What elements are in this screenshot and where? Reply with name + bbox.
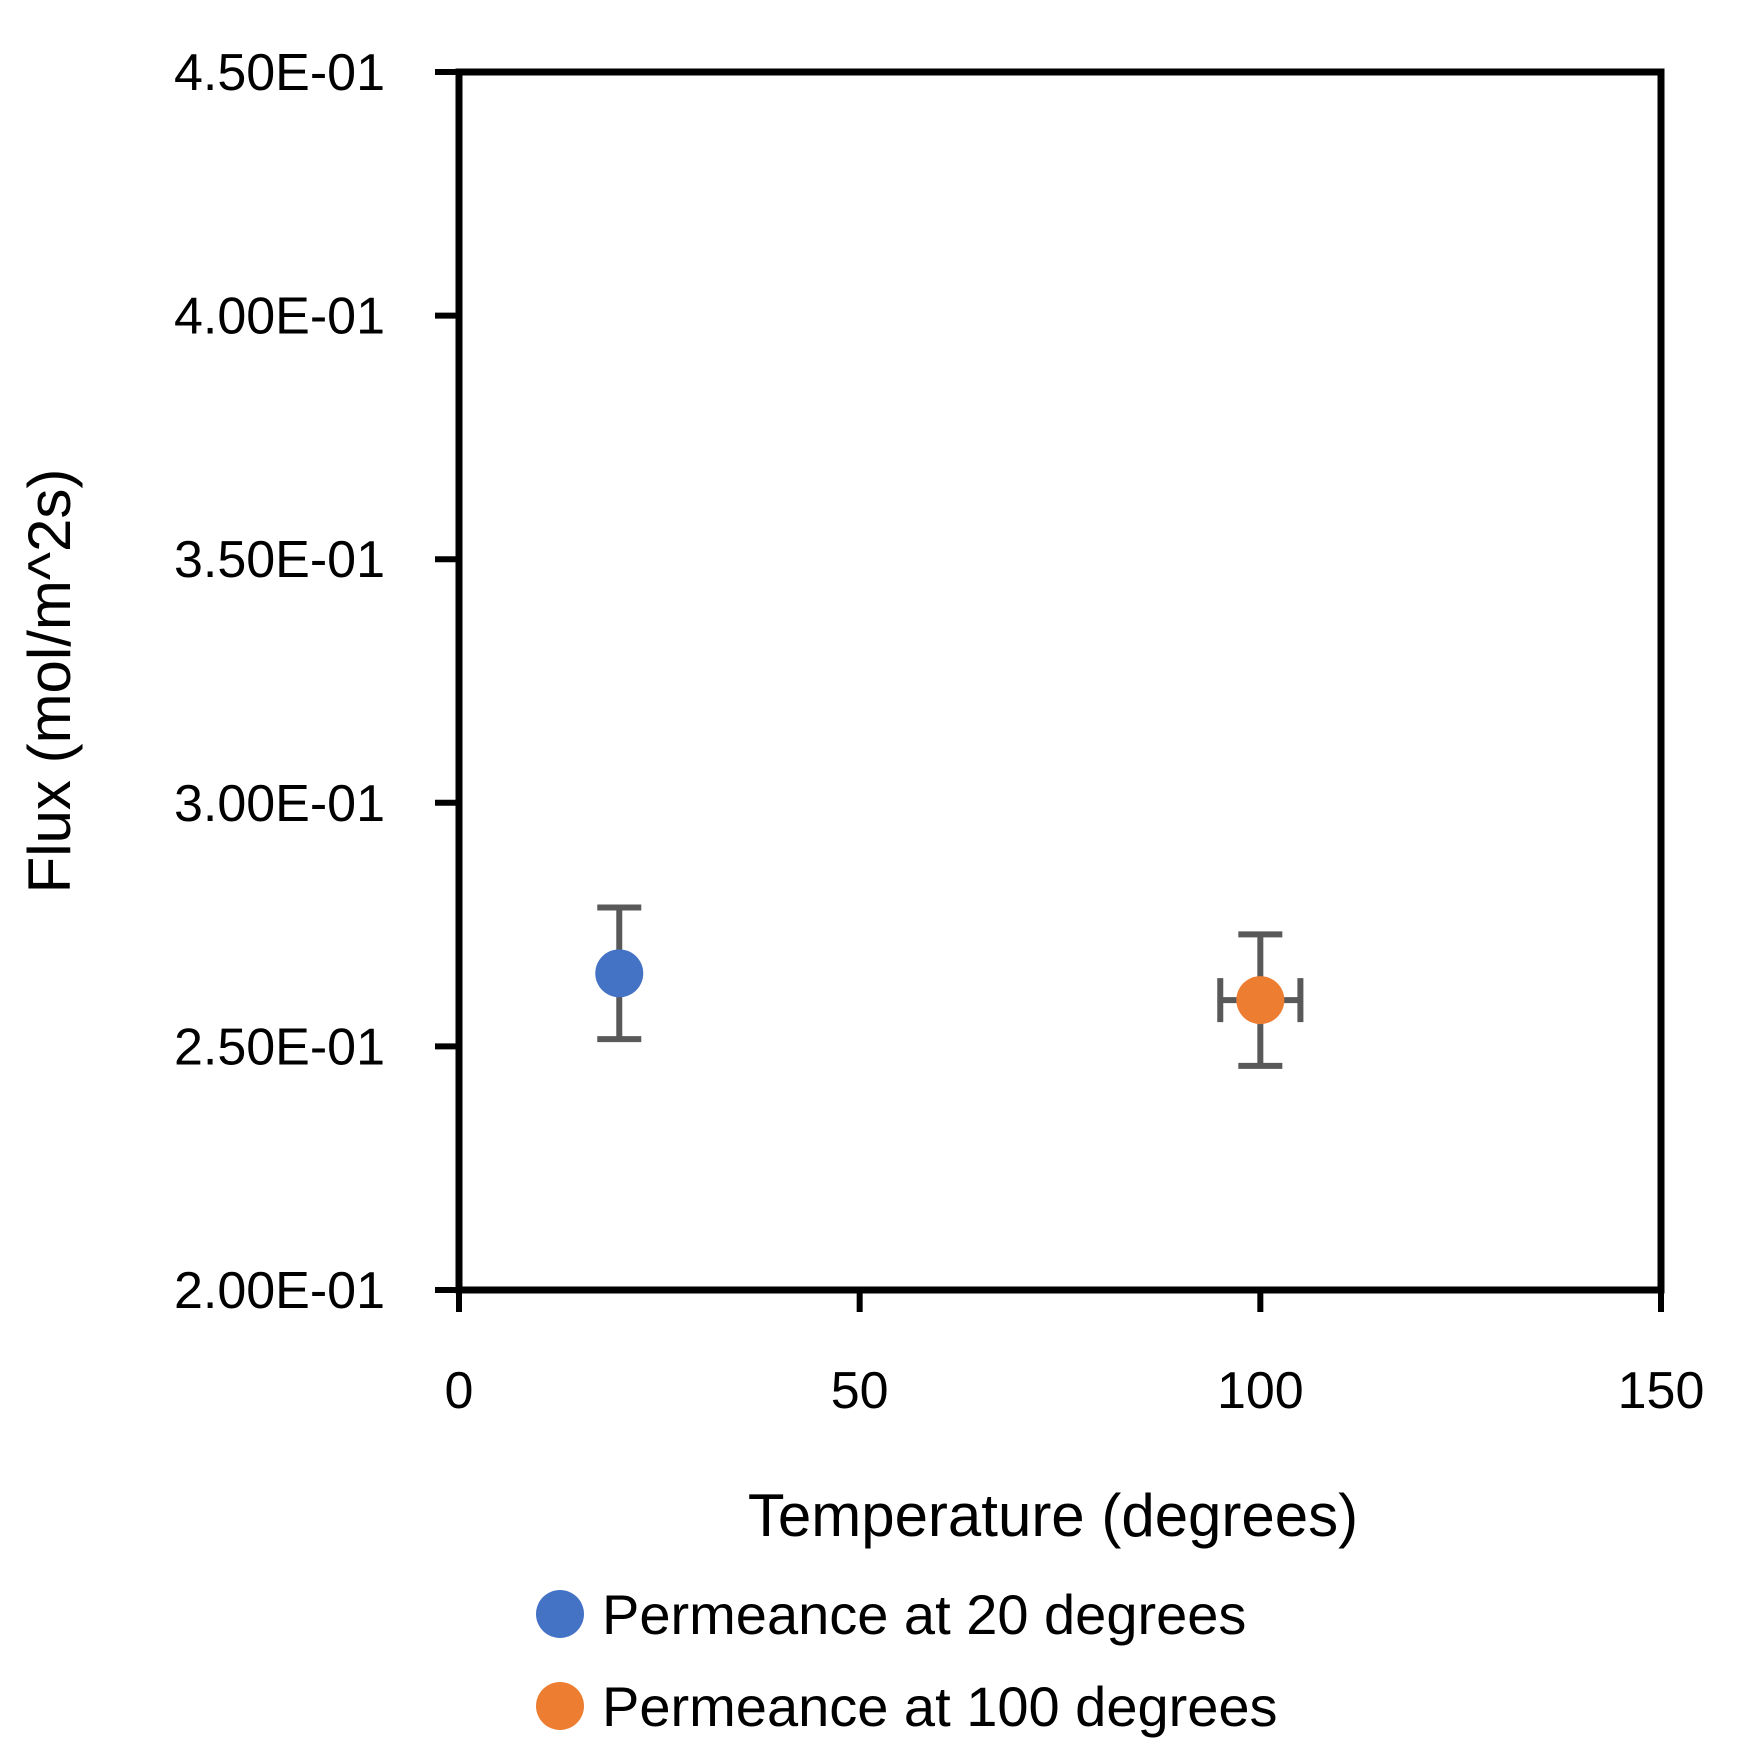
y-tick-label: 4.00E-01 (174, 288, 385, 346)
legend-marker (536, 1682, 584, 1730)
plot-area (455, 68, 1665, 1294)
x-tick-label: 0 (445, 1362, 474, 1420)
x-axis-ticks: 0 50 100 150 (445, 1290, 1705, 1420)
y-tick-label: 3.00E-01 (174, 775, 385, 833)
x-tick-label: 150 (1618, 1362, 1705, 1420)
y-tick-label: 2.50E-01 (174, 1018, 385, 1076)
error-bars (597, 904, 1304, 1069)
y-tick-label: 4.50E-01 (174, 44, 385, 102)
x-tick-label: 100 (1217, 1362, 1304, 1420)
y-tick-label: 3.50E-01 (174, 531, 385, 589)
legend-label: Permeance at 20 degrees (602, 1583, 1246, 1646)
legend-label: Permeance at 100 degrees (602, 1675, 1278, 1738)
data-points (595, 949, 1285, 1025)
legend-marker (536, 1590, 584, 1638)
data-point (1236, 976, 1285, 1025)
y-axis-title: Flux (mol/m^2s) (16, 469, 83, 894)
x-axis-title: Temperature (degrees) (748, 1482, 1358, 1549)
y-tick-label: 2.00E-01 (174, 1262, 385, 1320)
y-axis-ticks: 2.00E-01 2.50E-01 3.00E-01 3.50E-01 4.00E-01… (174, 44, 459, 1320)
legend: Permeance at 20 degrees Permeance at 100 … (536, 1583, 1278, 1738)
plot-frame (455, 68, 1665, 1294)
data-point (595, 949, 644, 998)
x-tick-label: 50 (831, 1362, 889, 1420)
